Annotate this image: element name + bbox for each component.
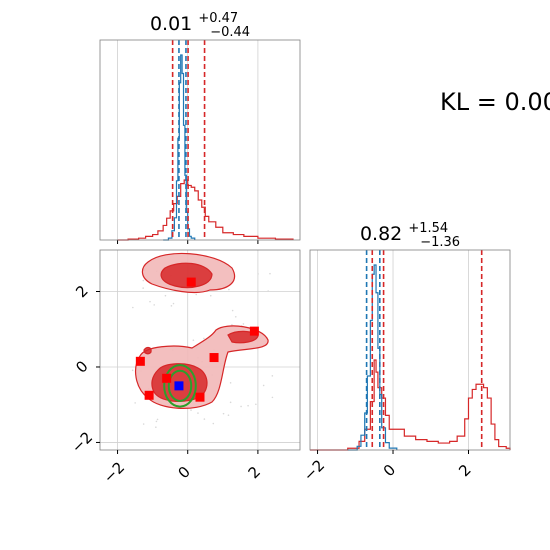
scatter-point <box>267 290 269 292</box>
scatter-point <box>203 337 205 340</box>
red-density-contour <box>160 262 213 289</box>
scatter-point <box>269 272 271 275</box>
scatter-point <box>197 412 199 414</box>
scatter-point <box>172 302 175 305</box>
red-square-marker <box>249 326 259 336</box>
scatter-point <box>222 412 225 415</box>
red-square-marker <box>186 277 196 287</box>
red-square-marker <box>195 392 205 402</box>
scatter-point <box>170 305 173 307</box>
scatter-point <box>262 384 265 387</box>
scatter-point <box>149 300 151 303</box>
right-xtick-label: 0 <box>380 461 399 480</box>
scatter-point <box>155 426 157 429</box>
scatter-point <box>142 279 145 282</box>
scatter-point <box>271 396 274 399</box>
scatter-point <box>209 294 212 297</box>
scatter-point <box>142 423 145 425</box>
scatter-point <box>203 418 206 420</box>
right-panel-frame <box>309 249 511 451</box>
scatter-point <box>142 287 144 289</box>
scatter-point <box>228 288 230 291</box>
kl-divergence-label: KL = 0.00 <box>440 88 550 116</box>
scatter-point <box>131 369 134 372</box>
joint-xtick-label: −2 <box>100 458 128 486</box>
right-panel-title: 0.82 +1.54 −1.36 <box>360 215 460 250</box>
joint-ytick-label: 2 <box>72 282 91 301</box>
scatter-point <box>271 375 274 377</box>
scatter-point <box>231 309 234 312</box>
joint-xtick-label: 2 <box>245 463 264 482</box>
scatter-point <box>257 273 259 275</box>
green-density-contour <box>163 364 197 408</box>
red-square-marker <box>162 373 172 383</box>
joint-ytick-label: −2 <box>68 428 96 456</box>
scatter-point <box>192 339 195 341</box>
green-density-contour <box>167 369 193 402</box>
scatter-point <box>240 405 242 408</box>
right-title-plus: +1.54 <box>408 221 448 236</box>
scatter-point <box>155 420 158 423</box>
top-title-plus: +0.47 <box>198 11 238 26</box>
scatter-point <box>234 315 237 318</box>
red-square-marker <box>209 353 219 363</box>
joint-ytick-label: 0 <box>72 357 91 376</box>
scatter-point <box>164 294 167 297</box>
red-square-marker <box>135 356 145 366</box>
scatter-point <box>134 402 136 404</box>
scatter-point <box>195 293 198 296</box>
joint-xtick-label: 0 <box>174 463 193 482</box>
blue-square-marker <box>174 381 184 391</box>
scatter-point <box>247 404 249 407</box>
scatter-point <box>242 323 245 325</box>
scatter-point <box>231 324 233 326</box>
top-blue-histogram <box>163 54 196 241</box>
scatter-point <box>229 382 232 384</box>
red-density-contour <box>143 346 152 355</box>
scatter-point <box>156 418 159 421</box>
right-marginal-panel: −2 0 2 0.82 +1.54 −1.36 <box>300 215 511 485</box>
right-title-value: 0.82 <box>360 223 402 245</box>
right-xtick-label: 2 <box>455 461 474 480</box>
top-marginal-panel: 0.01 +0.47 −0.44 <box>99 5 301 244</box>
joint-panel-frame <box>99 249 301 451</box>
scatter-point <box>229 401 232 404</box>
right-xtick-label: −2 <box>300 456 328 484</box>
scatter-point <box>212 422 215 425</box>
scatter-point <box>190 409 192 411</box>
scatter-point <box>153 304 156 306</box>
scatter-point <box>255 403 257 406</box>
top-title-value: 0.01 <box>150 13 192 35</box>
scatter-point <box>227 414 230 417</box>
scatter-point <box>132 306 134 309</box>
joint-panel: −2 0 2 −2 0 2 <box>68 249 301 487</box>
top-title-minus: −0.44 <box>210 25 250 40</box>
top-panel-frame <box>99 39 301 241</box>
top-panel-title: 0.01 +0.47 −0.44 <box>150 5 250 40</box>
red-square-marker <box>144 390 154 400</box>
right-title-minus: −1.36 <box>420 235 460 250</box>
right-blue-histogram <box>347 264 398 451</box>
right-red-histogram <box>310 359 511 451</box>
